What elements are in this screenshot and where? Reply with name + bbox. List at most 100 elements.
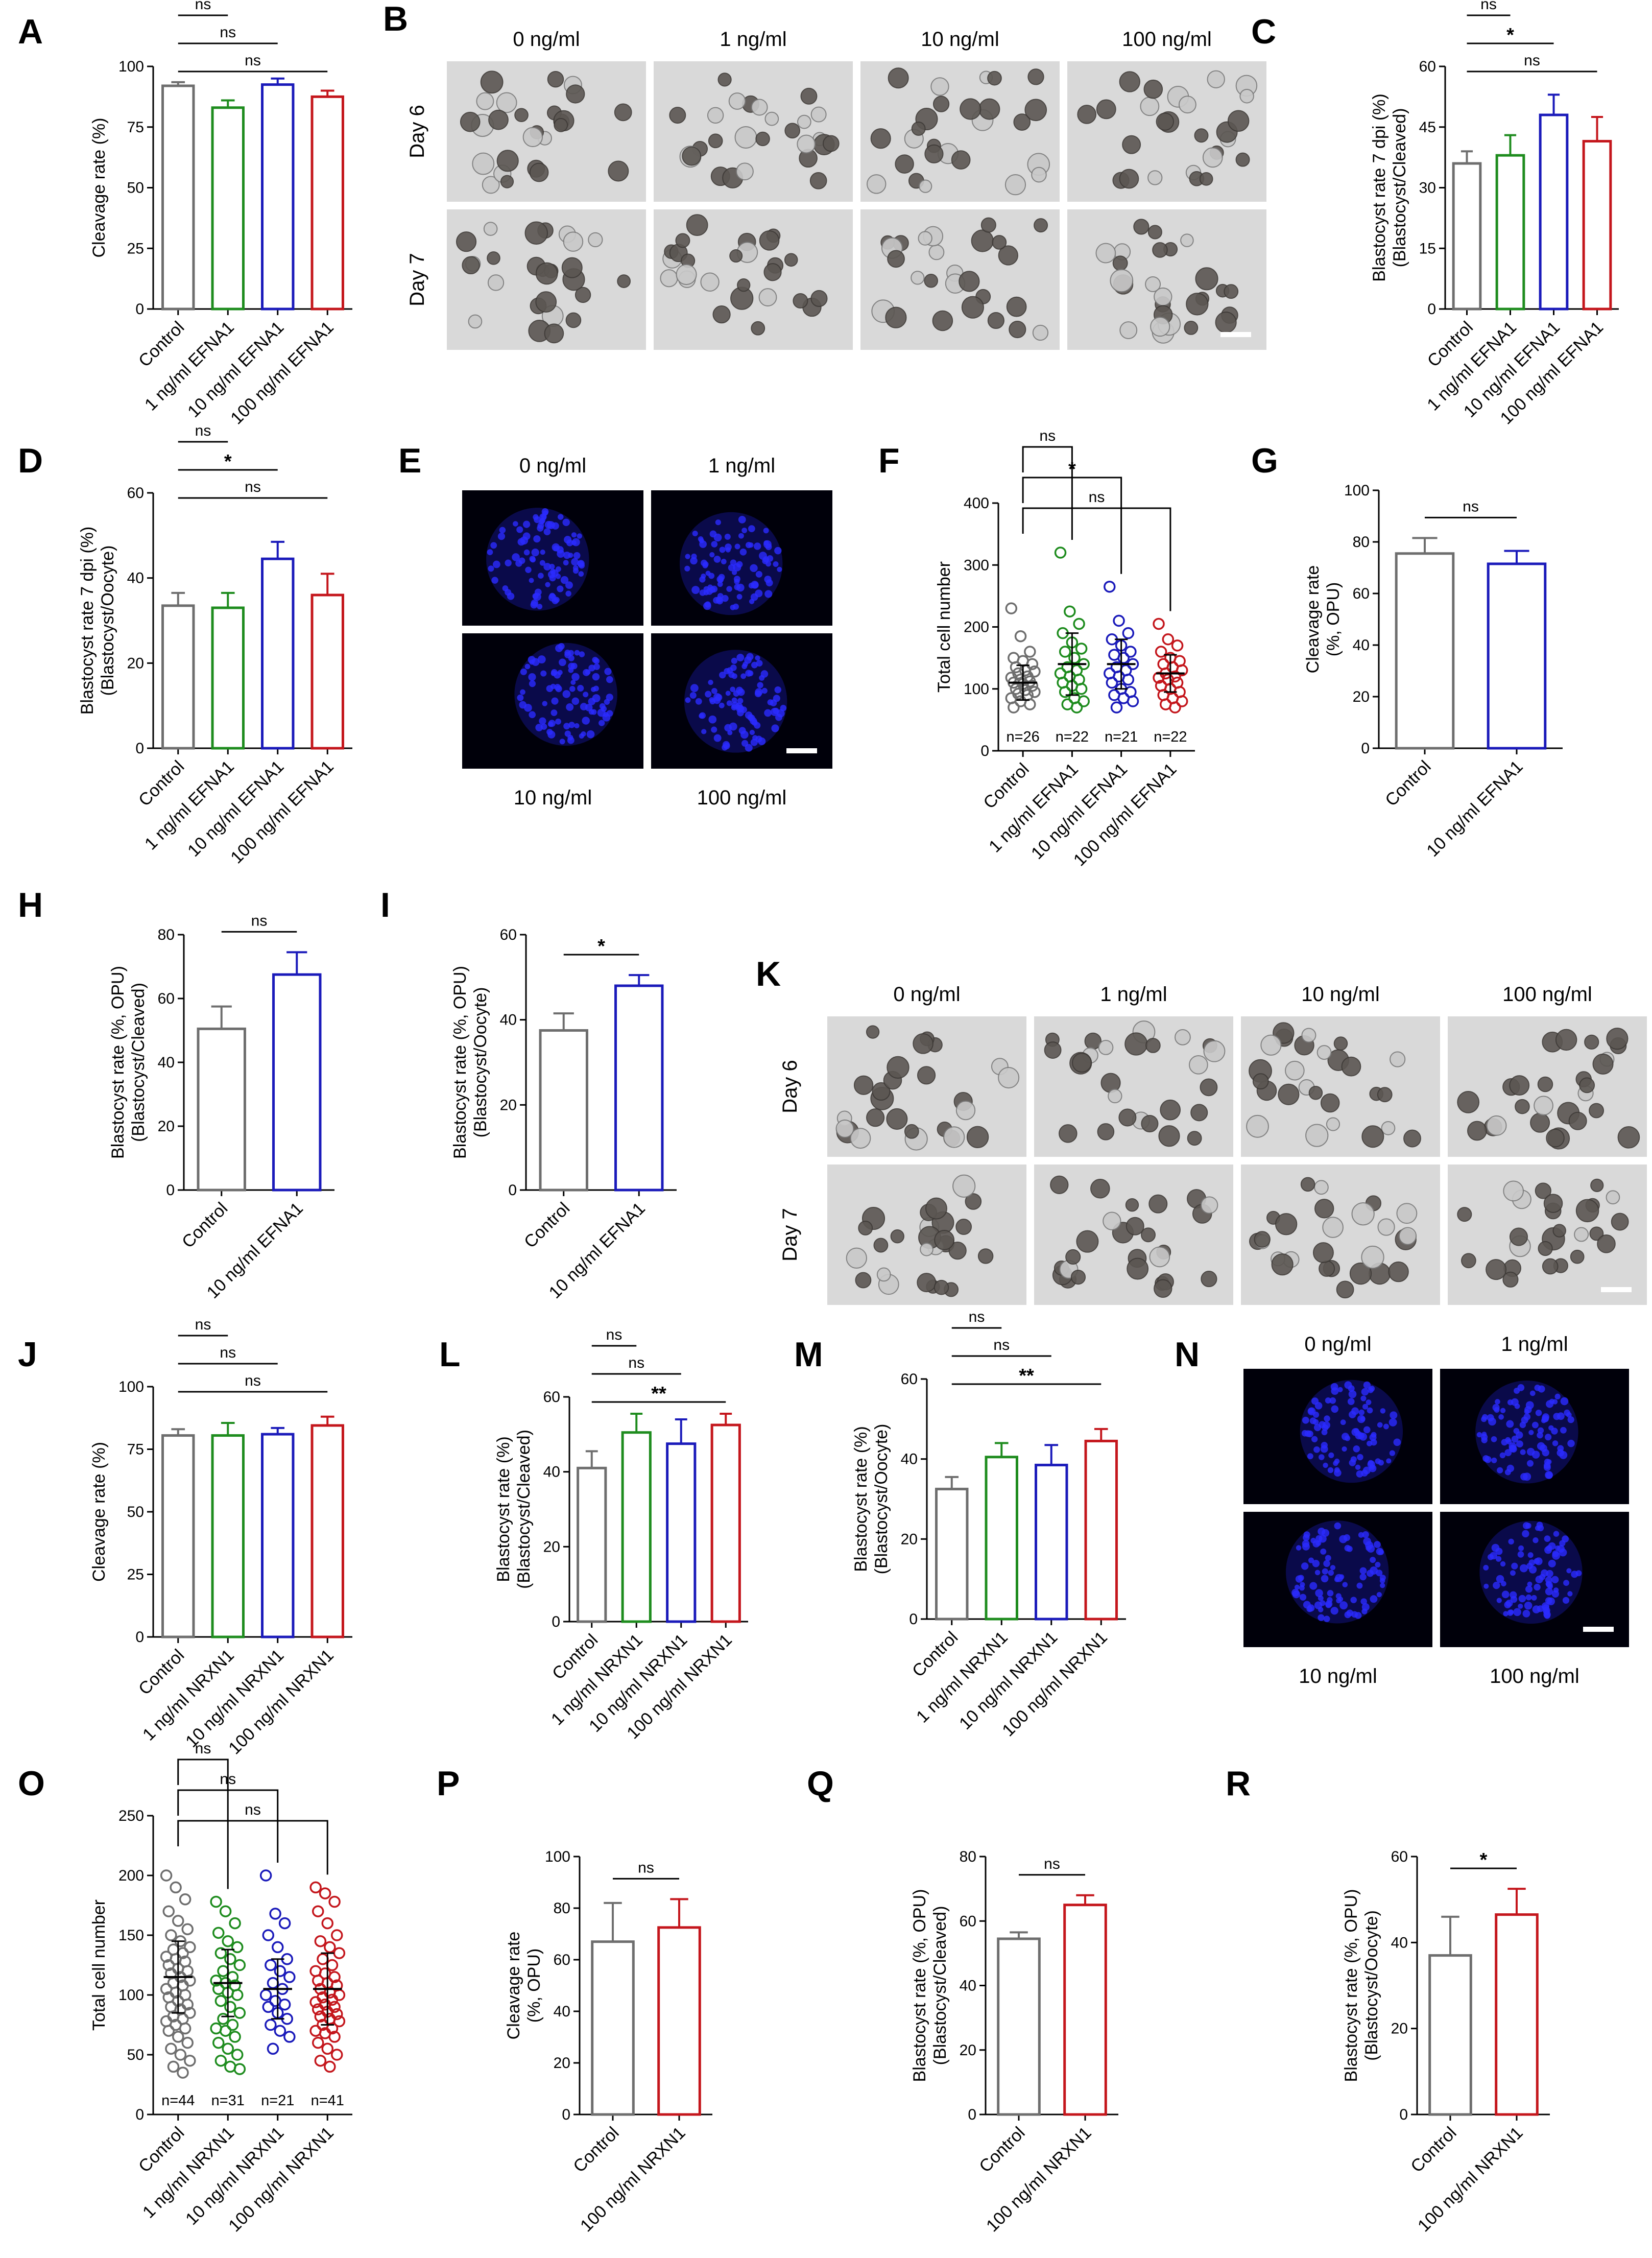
x-category-label: 1 ng/ml EFNA1 (985, 759, 1082, 857)
panel-label-k: K (756, 955, 781, 993)
panel-label-n: N (1175, 1335, 1200, 1374)
nucleus (1358, 1409, 1364, 1416)
nucleus (1511, 1562, 1518, 1570)
y-tick-label: 40 (158, 1054, 175, 1071)
nucleus (1344, 1544, 1351, 1552)
chart-l: 0 20 40 60 Blastocyst rate (%) (Blastocyst/Cl… (494, 1326, 748, 1743)
blastocyst (1300, 1380, 1403, 1483)
significance-label: ns (638, 1859, 654, 1876)
y-tick-label: 250 (118, 1808, 144, 1824)
panel-label-d: D (18, 441, 43, 480)
data-point (1117, 652, 1130, 664)
y-axis-label: Cleavage rate (%) (89, 1442, 109, 1582)
embryo (1127, 1257, 1149, 1280)
nucleus (1511, 1398, 1519, 1406)
significance-label: * (1506, 25, 1514, 46)
nucleus (1334, 1522, 1342, 1530)
bar (261, 1433, 295, 1638)
embryo (992, 235, 1007, 250)
embryo (1509, 1075, 1530, 1096)
y-axis-label: Blastocyst rate (%) (851, 1426, 871, 1572)
nucleus (764, 709, 772, 717)
embryo (1260, 1034, 1282, 1056)
nucleus (568, 662, 575, 670)
nucleus (1298, 1575, 1304, 1581)
nucleus (732, 603, 739, 610)
bar (1063, 1904, 1107, 2116)
nucleus (539, 717, 546, 725)
nucleus (1380, 1583, 1385, 1588)
embryo (669, 107, 686, 124)
data-point (283, 2031, 296, 2043)
embryo (686, 214, 708, 236)
concentration-label: 0 ng/ml (519, 455, 586, 477)
embryo (535, 291, 557, 313)
y-axis-label-2: (Blastocyst/Oocyte) (98, 545, 117, 696)
n-label: n=21 (261, 2093, 294, 2109)
nucleus (731, 697, 737, 703)
nucleus (713, 696, 721, 704)
nucleus (1511, 1435, 1519, 1443)
data-point (1176, 664, 1188, 677)
nucleus (1379, 1575, 1386, 1581)
y-axis-label: Blastocyst rate (%, OPU) (910, 1889, 929, 2082)
panel-label-b: B (383, 0, 408, 38)
data-point (222, 1935, 234, 1947)
significance-label: ns (1463, 498, 1479, 515)
nucleus (554, 684, 561, 691)
chart-i: 0 20 40 60 Blastocyst rate (%, OPU) (Blastocy… (450, 926, 677, 1302)
embryo (1579, 1077, 1595, 1094)
embryo (866, 1025, 880, 1039)
nucleus (1296, 1545, 1302, 1551)
data-point (224, 1953, 236, 1965)
y-axis-label-2: (Blastocyst/Cleaved) (1390, 108, 1409, 268)
y-tick-label: 40 (127, 570, 144, 587)
nucleus (774, 686, 782, 694)
nucleus (586, 730, 595, 739)
embryo (823, 135, 840, 152)
nucleus (547, 571, 556, 579)
embryo (1396, 1203, 1418, 1224)
embryo (1275, 1213, 1298, 1235)
nucleus (1389, 1450, 1395, 1456)
bar (1582, 139, 1612, 311)
embryo (1305, 1124, 1329, 1147)
embryo (943, 1126, 965, 1148)
embryo (855, 1272, 872, 1289)
embryo (1320, 1093, 1340, 1113)
bar (261, 557, 295, 750)
nucleus (529, 711, 536, 719)
data-point (1073, 617, 1085, 630)
nucleus (724, 668, 730, 675)
y-tick-label: 0 (135, 301, 144, 318)
y-tick-label: 20 (960, 2042, 976, 2059)
nucleus (699, 713, 704, 719)
panel-label-p: P (437, 1764, 460, 1803)
nucleus (1497, 1467, 1503, 1473)
embryo (496, 150, 519, 172)
y-axis-label-2: (Blastocyst/Oocyte) (1362, 1910, 1381, 2061)
concentration-label: 100 ng/ml (1122, 28, 1212, 51)
nucleus (1571, 1571, 1578, 1578)
data-point (1070, 701, 1083, 714)
concentration-label: 0 ng/ml (893, 983, 960, 1006)
embryo (980, 217, 996, 233)
embryo (1377, 1218, 1395, 1236)
data-point (174, 2049, 187, 2061)
embryo (728, 92, 746, 110)
nucleus (505, 589, 512, 596)
nucleus (1321, 1442, 1328, 1449)
embryo (1381, 1121, 1396, 1135)
nucleus (549, 563, 555, 569)
nucleus (1555, 1545, 1561, 1551)
embryo (1215, 312, 1237, 334)
data-point (324, 1941, 336, 1954)
nucleus (1527, 1552, 1534, 1558)
nucleus (593, 663, 600, 670)
y-tick-label: 20 (158, 1118, 175, 1135)
y-tick-label: 0 (166, 1182, 175, 1199)
nucleus (532, 658, 540, 666)
data-point (1176, 695, 1188, 707)
nucleus (726, 586, 732, 592)
nucleus (574, 723, 580, 729)
